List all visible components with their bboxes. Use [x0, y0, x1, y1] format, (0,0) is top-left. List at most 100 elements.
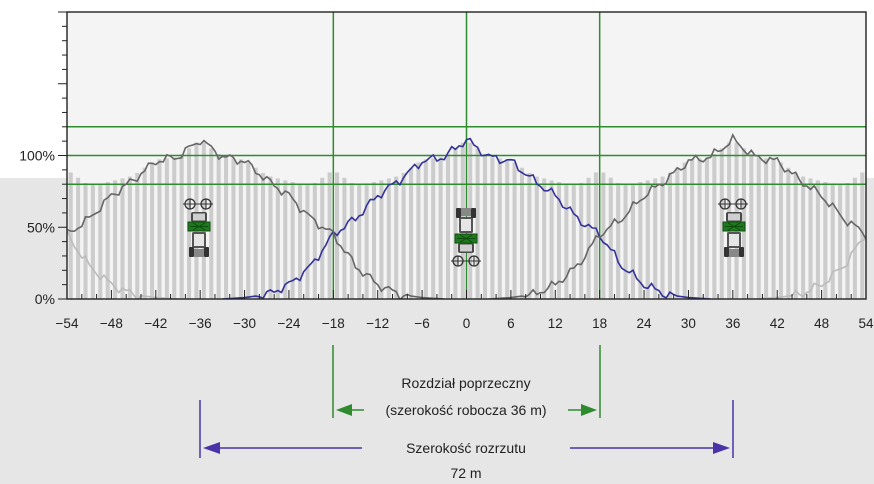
x-tick-label: −36 — [189, 316, 212, 331]
sum-bar — [431, 158, 436, 299]
distribution-curve — [222, 137, 711, 299]
y-tick-label: 100% — [19, 148, 55, 164]
sum-bar — [630, 183, 635, 299]
sum-bar — [408, 167, 414, 299]
sum-bar — [519, 167, 525, 299]
axes: −54 −48 −42 −36 −30 −24 −18 −12 −6 0 6 12 18 24 30 36 42… — [19, 11, 874, 331]
sum-bar — [98, 183, 103, 299]
sum-bar — [172, 157, 177, 299]
sum-bar — [416, 162, 421, 299]
spread-width-annotation: Szerokość rozrzutu 72 m — [199, 400, 734, 481]
x-tick-label: −24 — [277, 316, 300, 331]
sum-bar — [645, 180, 650, 299]
sum-bar — [505, 159, 510, 299]
sum-bar — [209, 148, 214, 299]
sum-bar — [371, 182, 377, 299]
sum-bar — [357, 184, 362, 299]
sum-bar — [808, 178, 813, 299]
sum-bar — [475, 148, 480, 299]
sum-bar — [838, 184, 843, 299]
sum-bar — [364, 183, 369, 299]
y-tick-label: 0% — [35, 291, 55, 307]
sum-bar — [105, 182, 110, 299]
sum-bar — [127, 176, 132, 299]
sum-bar — [764, 158, 769, 299]
sum-bar — [231, 158, 236, 299]
sum-bar — [749, 154, 754, 299]
sum-bar — [453, 148, 458, 299]
sum-bar — [542, 178, 547, 299]
sum-bar — [608, 177, 613, 299]
sum-bar — [216, 154, 221, 299]
sum-distribution-bars — [68, 142, 865, 299]
spread-width-line2: 72 m — [450, 465, 481, 481]
sum-bar — [394, 176, 399, 299]
sum-bar — [579, 183, 584, 299]
sum-bar — [675, 167, 680, 299]
sum-bar — [224, 157, 229, 299]
sum-bar — [852, 177, 857, 299]
x-tick-label: −6 — [414, 316, 429, 331]
sum-bar — [253, 167, 258, 299]
sum-bar — [756, 157, 761, 299]
sum-bar — [667, 172, 672, 299]
distribution-curve — [488, 133, 866, 299]
distribution-curve — [67, 229, 179, 299]
x-tick-label: −54 — [56, 316, 79, 331]
x-tick-label: 24 — [637, 316, 653, 331]
y-tick-label: 50% — [27, 219, 55, 235]
sum-bar — [379, 180, 384, 299]
sum-bar — [527, 172, 532, 299]
x-tick-label: 12 — [548, 316, 563, 331]
sum-bar — [712, 154, 717, 299]
x-tick-label: 54 — [858, 316, 874, 331]
sum-bar — [586, 177, 591, 299]
x-tick-label: −18 — [322, 316, 345, 331]
sum-bar — [497, 158, 502, 299]
x-tick-label: −48 — [100, 316, 123, 331]
sum-bar — [549, 180, 554, 299]
sum-bar — [512, 162, 517, 299]
sum-bar — [238, 159, 243, 299]
sum-bar — [150, 162, 155, 299]
sum-bar — [445, 154, 451, 299]
distribution-curve — [67, 139, 445, 299]
sum-bar — [801, 176, 806, 299]
working-width-line2: (szerokość robocza 36 m) — [385, 402, 546, 418]
sum-bar — [697, 158, 702, 299]
sum-bar — [719, 148, 724, 299]
sum-bar — [298, 183, 303, 299]
sum-bar — [623, 184, 628, 299]
sum-bar — [778, 162, 783, 299]
sum-bar — [704, 157, 709, 299]
sum-bar — [660, 176, 665, 299]
sum-bar — [275, 178, 280, 299]
sum-bar — [823, 182, 828, 299]
sum-bar — [793, 172, 798, 299]
sum-bar — [556, 182, 562, 299]
sum-bar — [76, 177, 81, 299]
x-tick-label: 6 — [507, 316, 515, 331]
sum-bar — [90, 184, 95, 299]
sum-bar — [157, 159, 162, 299]
sum-bar — [261, 172, 266, 299]
x-tick-label: −12 — [366, 316, 389, 331]
sum-bar — [113, 180, 118, 299]
working-width-annotation: Rozdział poprzeczny (szerokość robocza 3… — [332, 345, 601, 418]
x-tick-label: −42 — [144, 316, 167, 331]
sum-bar — [246, 162, 251, 299]
sum-bar — [690, 159, 695, 299]
sum-bar — [682, 162, 687, 299]
sum-bar — [771, 159, 776, 299]
x-tick-label: 30 — [681, 316, 696, 331]
sum-bar — [482, 154, 488, 299]
sum-bar — [534, 176, 539, 299]
sum-bar — [142, 167, 147, 299]
working-width-line1: Rozdział poprzeczny — [401, 375, 530, 391]
sum-bar — [268, 176, 273, 299]
sum-bar — [179, 154, 184, 299]
sum-bar — [305, 184, 310, 299]
sum-bar — [786, 167, 791, 299]
sum-bar — [135, 172, 140, 299]
